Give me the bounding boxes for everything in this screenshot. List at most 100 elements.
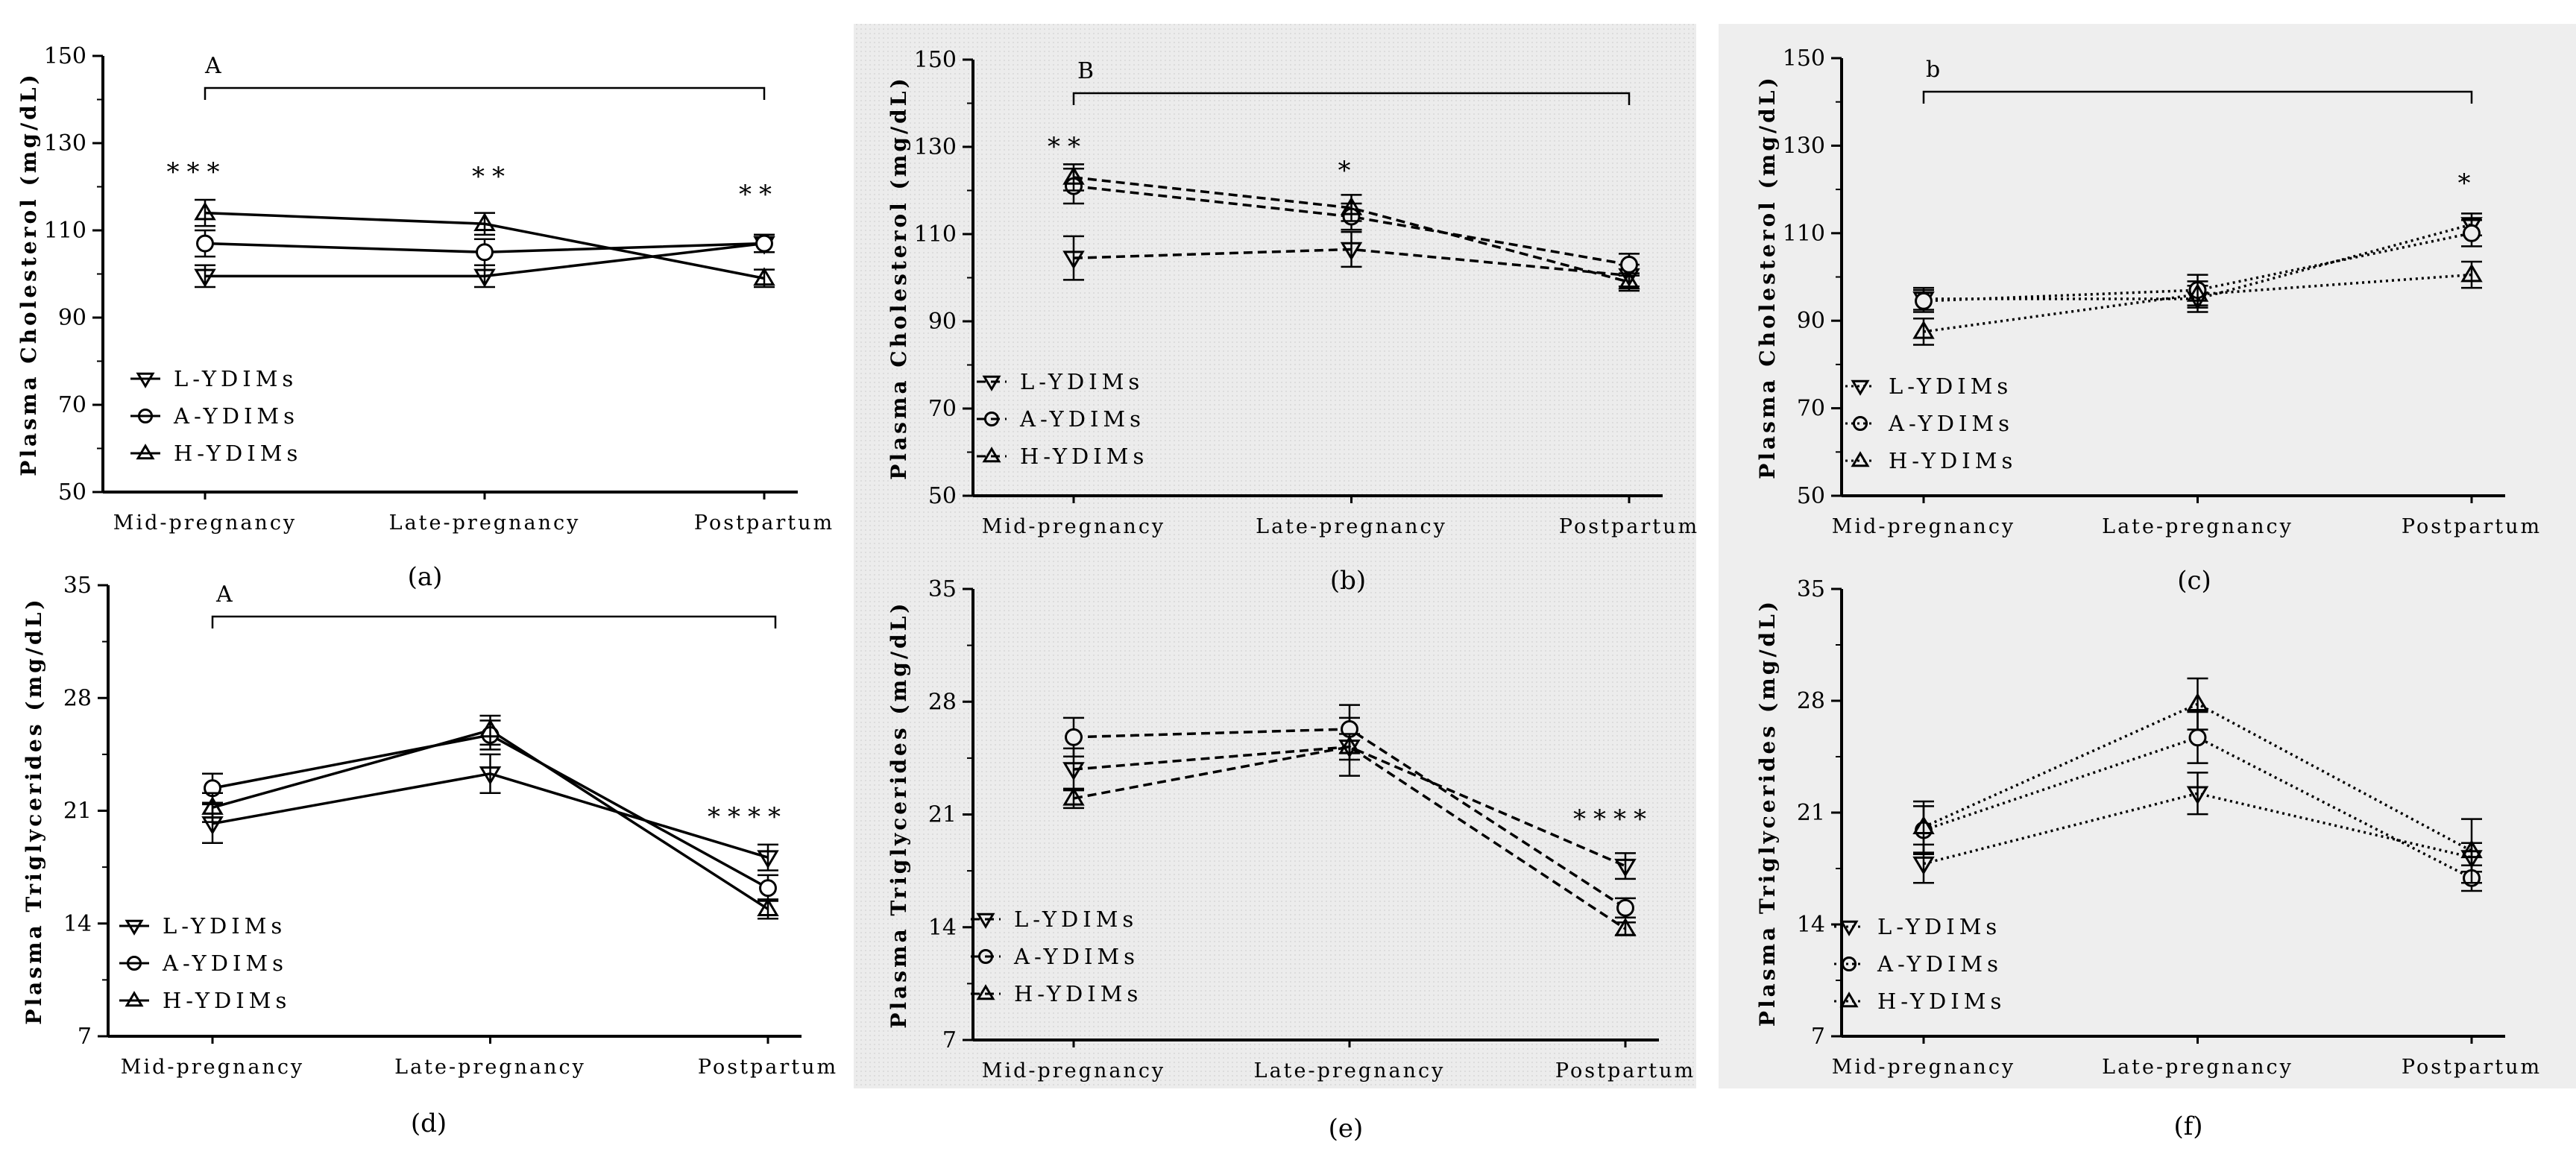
legend-label: L-YDIMs [1889, 374, 2012, 399]
marker-fill [757, 236, 772, 251]
chart-panel-e: 7 14 21 28 35 Plasma Triglycerides (mg/dL) Mid… [887, 576, 1695, 1144]
panel-label: (a) [408, 562, 443, 592]
y-tick-label: 35 [1797, 576, 1825, 602]
legend-label: A-YDIMs [162, 951, 288, 976]
x-tick-label: Mid-pregnancy [1832, 1056, 2015, 1079]
panel-label: (e) [1329, 1114, 1364, 1144]
legend-marker [982, 375, 1001, 391]
bracket-label: A [204, 53, 221, 79]
data-point-L-YDIMs [1912, 856, 1935, 875]
data-point-H-YDIMs [2460, 263, 2483, 283]
data-point-L-YDIMs [757, 850, 779, 869]
y-tick-label: 28 [63, 685, 92, 711]
x-tick-label: Postpartum [2402, 1056, 2542, 1079]
significance-label: **** [1573, 804, 1654, 834]
legend-label: A-YDIMs [1877, 951, 2003, 977]
data-point-H-YDIMs [757, 898, 779, 917]
panel-label: (d) [411, 1109, 447, 1138]
legend-label: L-YDIMs [1020, 369, 1144, 394]
data-point-H-YDIMs [1062, 166, 1085, 185]
x-tick-label: Postpartum [2402, 515, 2542, 538]
y-tick-label: 14 [1797, 912, 1825, 938]
legend-marker [125, 991, 144, 1007]
x-tick-label: Postpartum [1555, 1059, 1695, 1082]
data-point-H-YDIMs [2186, 283, 2209, 302]
marker-fill [2464, 225, 2479, 241]
y-tick-label: 110 [44, 218, 86, 244]
y-tick-label: 21 [928, 802, 957, 828]
y-axis-title: Plasma Triglycerides (mg/dL) [1755, 599, 1780, 1027]
y-tick-label: 7 [1811, 1024, 1825, 1050]
data-point-L-YDIMs [1340, 242, 1363, 261]
data-point-H-YDIMs [1062, 787, 1085, 806]
data-point-H-YDIMs [1338, 735, 1361, 754]
legend-label: A-YDIMs [1013, 944, 1139, 969]
data-point-L-YDIMs [1614, 858, 1637, 877]
legend-marker [983, 411, 1000, 427]
legend-label: H-YDIMs [1020, 444, 1148, 469]
legend-label: A-YDIMs [1888, 411, 2014, 436]
y-tick-label: 50 [58, 479, 86, 505]
legend-marker [136, 372, 155, 388]
significance-label: ** [739, 180, 779, 209]
data-point-A-YDIMs [1065, 728, 1083, 746]
x-tick-label: Late-pregnancy [394, 1056, 586, 1079]
series-line-A-YDIMs [1923, 736, 2472, 880]
significance-label: * [2458, 168, 2478, 198]
data-point-H-YDIMs [2460, 839, 2483, 859]
data-point-H-YDIMs [1912, 816, 1935, 835]
legend-label: H-YDIMs [1889, 448, 2017, 473]
data-point-A-YDIMs [755, 234, 773, 253]
marker-fill [1622, 256, 1637, 272]
y-tick-label: 21 [1797, 800, 1825, 826]
y-tick-label: 70 [58, 392, 86, 418]
y-tick-label: 70 [1797, 396, 1825, 422]
bracket-label: B [1077, 58, 1094, 84]
legend-marker [137, 408, 154, 424]
significance-bracket [1072, 92, 1631, 105]
data-point-L-YDIMs [473, 268, 496, 288]
legend-marker [982, 447, 1001, 463]
y-tick-label: 21 [63, 798, 92, 825]
y-tick-label: 110 [1783, 221, 1825, 247]
y-tick-label: 28 [928, 689, 957, 715]
marker-fill [1066, 729, 1081, 745]
x-tick-label: Mid-pregnancy [982, 515, 1165, 538]
x-tick-label: Mid-pregnancy [1832, 515, 2015, 538]
legend-marker [976, 913, 995, 929]
data-point-A-YDIMs [2463, 224, 2481, 242]
legend-label: H-YDIMs [1014, 981, 1142, 1006]
x-tick-label: Mid-pregnancy [982, 1059, 1165, 1082]
data-point-H-YDIMs [2186, 693, 2209, 712]
data-point-L-YDIMs [2186, 786, 2209, 805]
legend-label: A-YDIMs [173, 403, 299, 429]
x-tick-label: Late-pregnancy [2102, 515, 2293, 538]
x-tick-label: Late-pregnancy [2102, 1056, 2293, 1079]
data-point-A-YDIMs [1616, 898, 1634, 917]
bracket-label: A [215, 582, 233, 608]
y-tick-label: 35 [928, 576, 957, 602]
legend-marker [125, 919, 144, 936]
data-point-H-YDIMs [753, 267, 775, 286]
legend-marker [136, 444, 155, 460]
legend-label: L-YDIMs [1877, 914, 2001, 939]
data-point-H-YDIMs [1614, 917, 1637, 936]
y-tick-label: 14 [63, 911, 92, 937]
data-point-L-YDIMs [194, 268, 216, 288]
legend-label: H-YDIMs [163, 988, 291, 1013]
y-axis-title: Plasma Triglycerides (mg/dL) [887, 600, 911, 1028]
y-axis-title: Plasma Cholesterol (mg/dL) [16, 72, 41, 476]
y-tick-label: 70 [928, 396, 957, 422]
legend-label: A-YDIMs [1019, 406, 1145, 432]
significance-label: ** [472, 162, 512, 192]
y-tick-label: 90 [928, 309, 957, 335]
legend-marker [976, 984, 995, 1000]
x-tick-label: Late-pregnancy [1254, 1059, 1446, 1082]
data-point-L-YDIMs [1062, 250, 1085, 270]
significance-bracket [204, 86, 766, 100]
data-point-H-YDIMs [201, 796, 224, 815]
y-tick-label: 50 [1797, 483, 1825, 509]
y-tick-label: 14 [928, 915, 957, 941]
